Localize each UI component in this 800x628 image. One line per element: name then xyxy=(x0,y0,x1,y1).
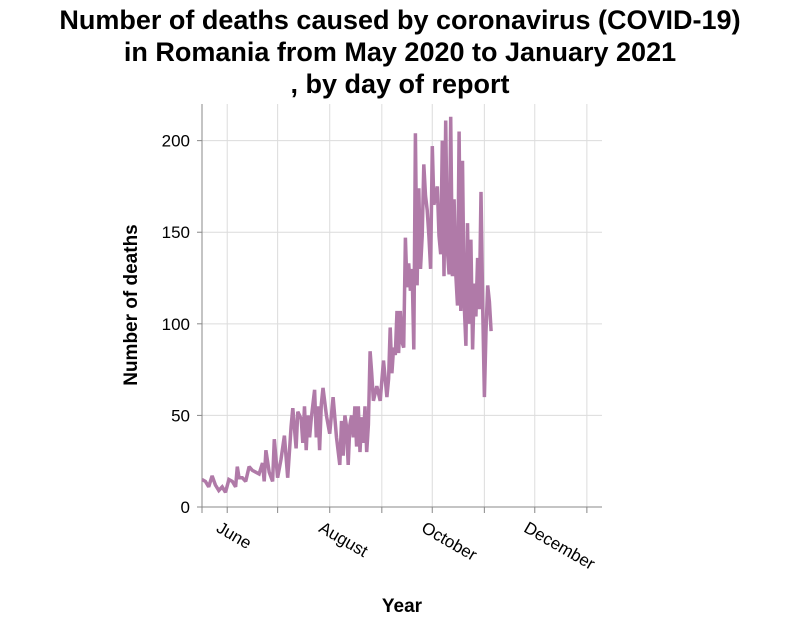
x-tick-label: August xyxy=(316,518,372,561)
x-tick-label: June xyxy=(213,518,254,553)
chart-title-line-3: , by day of report xyxy=(290,69,510,99)
y-axis-title: Number of deaths xyxy=(121,224,142,386)
series-layer xyxy=(201,116,493,494)
y-tick-label: 100 xyxy=(162,315,190,334)
y-tick-label: 0 xyxy=(181,498,190,517)
x-tick-label: October xyxy=(418,518,480,565)
plot-background xyxy=(202,104,602,507)
x-tick-label: December xyxy=(521,518,599,574)
series-line xyxy=(201,116,493,494)
chart-title-line-2: in Romania from May 2020 to January 2021 xyxy=(123,37,677,67)
chart-title: Number of deaths caused by coronavirus (… xyxy=(0,4,800,100)
x-axis-title: Year xyxy=(382,596,423,617)
y-tick-label: 200 xyxy=(162,132,190,151)
y-tick-label: 150 xyxy=(162,223,190,242)
y-tick-label: 50 xyxy=(171,406,190,425)
chart-title-line-1: Number of deaths caused by coronavirus (… xyxy=(59,5,741,35)
